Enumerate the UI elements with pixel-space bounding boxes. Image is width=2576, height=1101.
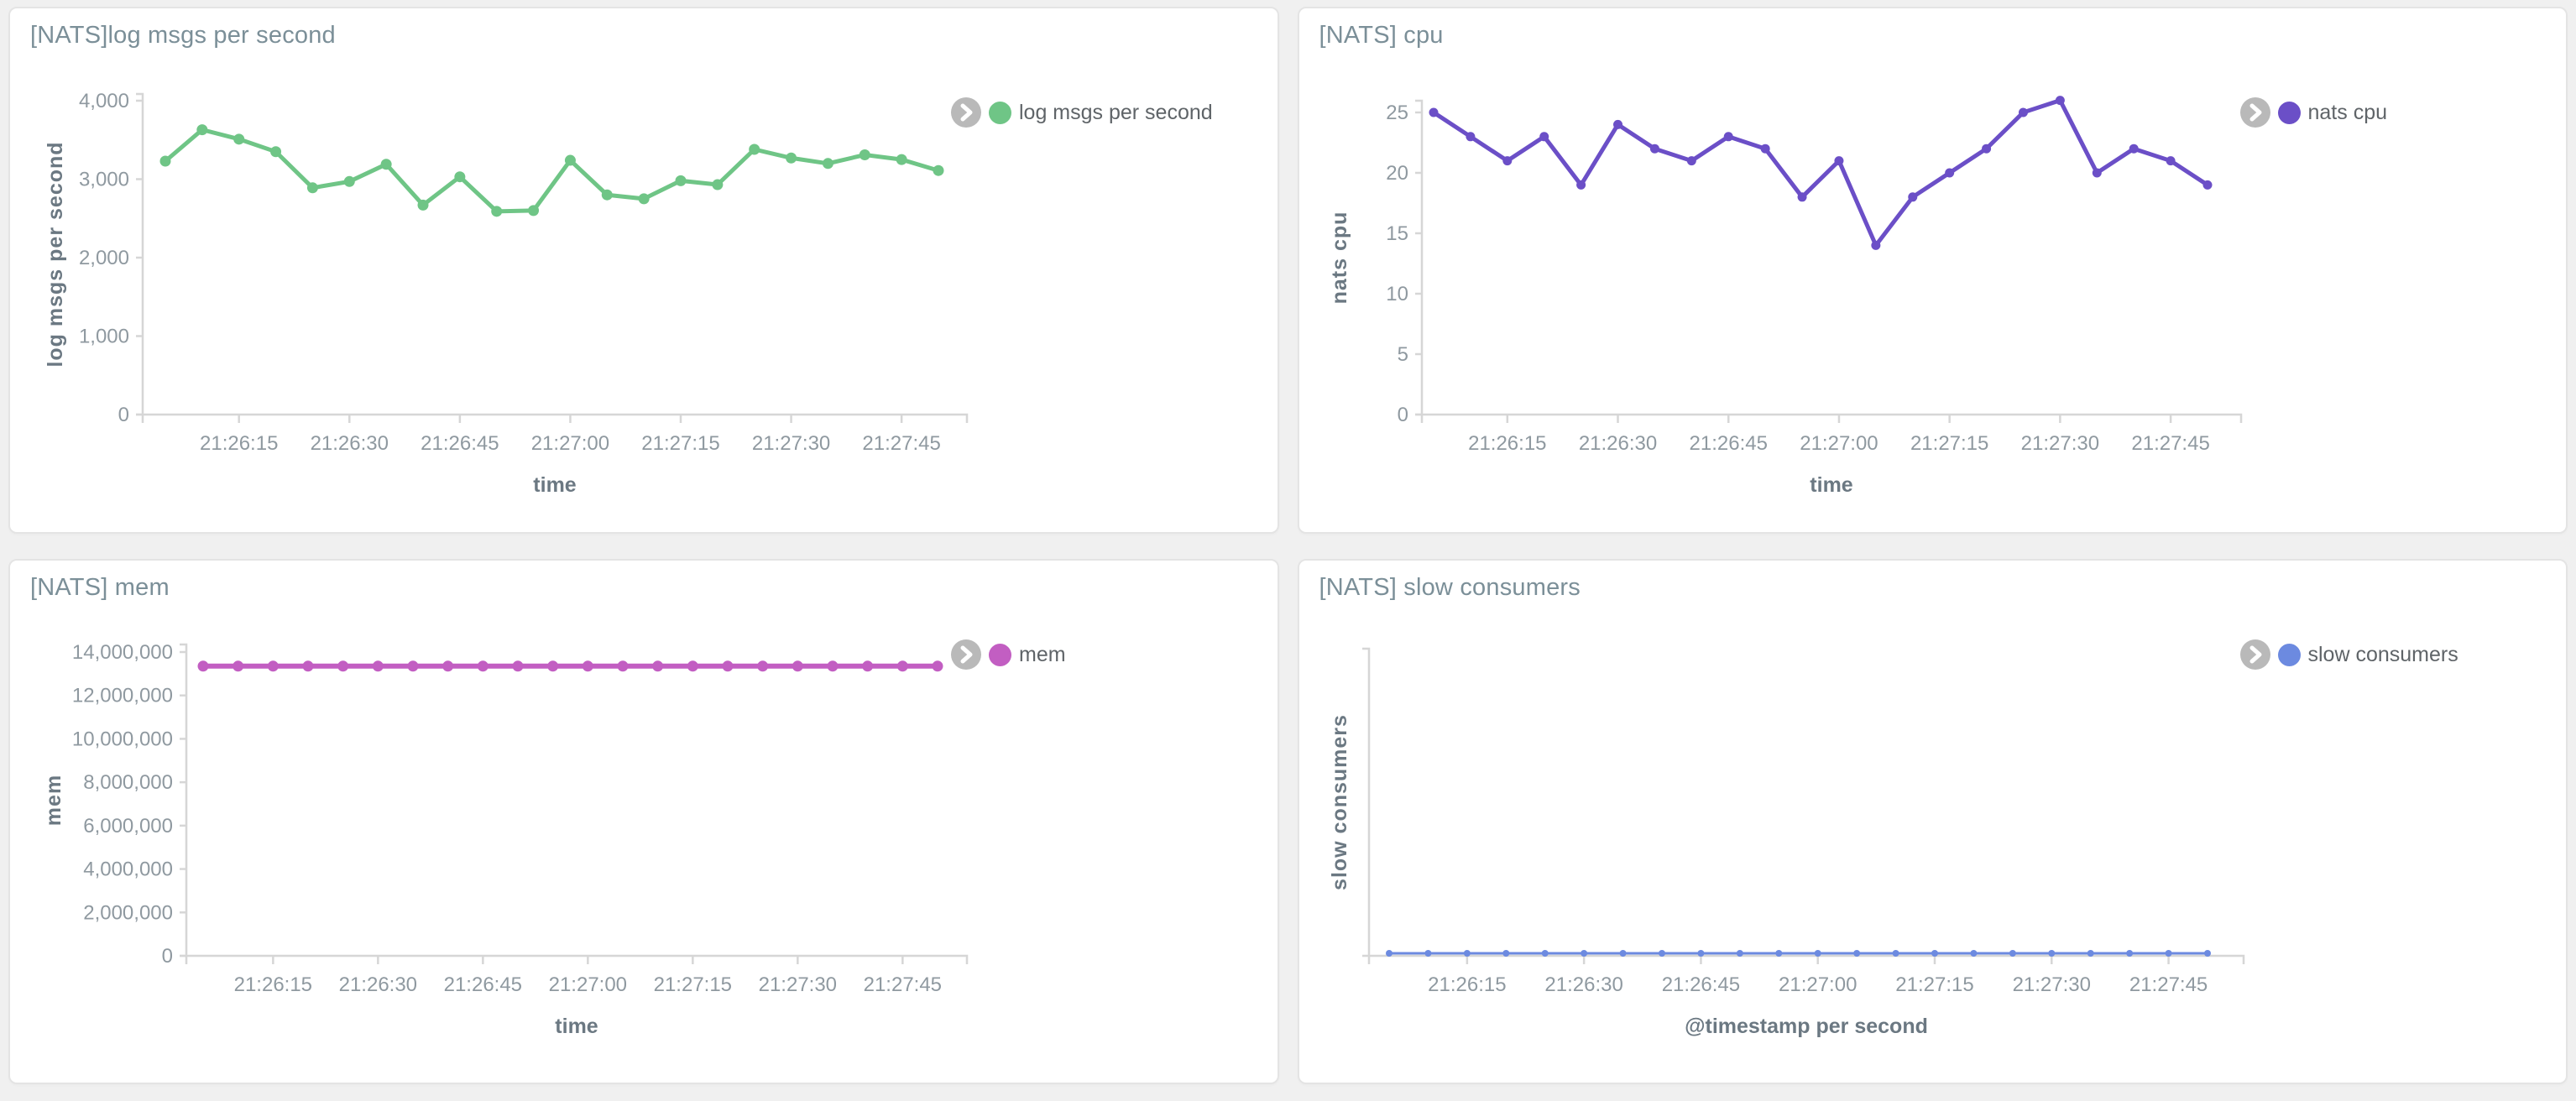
svg-text:21:27:00: 21:27:00: [531, 432, 609, 455]
svg-text:21:26:30: 21:26:30: [1544, 973, 1622, 996]
svg-text:21:26:45: 21:26:45: [421, 432, 499, 455]
svg-text:0: 0: [118, 404, 129, 426]
svg-text:15: 15: [1386, 222, 1408, 245]
legend: nats cpu: [2239, 97, 2388, 128]
svg-text:2,000: 2,000: [79, 247, 129, 269]
svg-text:nats cpu: nats cpu: [1328, 211, 1351, 305]
svg-text:log msgs per second: log msgs per second: [44, 141, 67, 367]
legend: mem: [951, 639, 1066, 670]
svg-text:time: time: [1810, 473, 1853, 497]
svg-text:2,000,000: 2,000,000: [83, 901, 173, 924]
legend-label[interactable]: mem: [1019, 642, 1066, 666]
svg-text:21:26:30: 21:26:30: [339, 973, 417, 996]
legend: slow consumers: [2239, 639, 2458, 670]
svg-text:6,000,000: 6,000,000: [83, 815, 173, 837]
chevron-right-icon[interactable]: [951, 639, 981, 670]
svg-text:4,000: 4,000: [79, 90, 129, 112]
svg-text:21:26:30: 21:26:30: [311, 432, 389, 455]
svg-text:21:27:00: 21:27:00: [1800, 432, 1878, 455]
svg-text:21:27:45: 21:27:45: [864, 973, 942, 996]
svg-text:10,000,000: 10,000,000: [72, 728, 173, 750]
panel-cpu: [NATS] cpu 25 20 15 10 5 0 21:26:15 21:26:30 21:…: [1297, 7, 2568, 534]
panel-log-msgs-per-second: [NATS]log msgs per second 4,000 3,000 2,00…: [8, 7, 1279, 534]
svg-text:time: time: [555, 1015, 598, 1038]
svg-text:21:26:15: 21:26:15: [200, 432, 278, 455]
svg-text:21:26:15: 21:26:15: [234, 973, 312, 996]
legend-color-dot: [2277, 643, 2301, 666]
svg-text:21:26:45: 21:26:45: [1689, 432, 1767, 455]
svg-text:mem: mem: [42, 775, 65, 826]
svg-text:@timestamp per second: @timestamp per second: [1685, 1015, 1928, 1038]
svg-text:21:26:45: 21:26:45: [1661, 973, 1739, 996]
panel-title: [NATS] cpu: [1319, 22, 1444, 49]
panel-slow-consumers: [NATS] slow consumers 21:26:15 21:26:30 21…: [1297, 559, 2568, 1084]
legend: log msgs per second: [951, 97, 1213, 128]
svg-text:21:27:15: 21:27:15: [654, 973, 732, 996]
svg-text:12,000,000: 12,000,000: [72, 685, 173, 707]
legend-color-dot: [989, 101, 1011, 124]
dashboard-grid: [NATS]log msgs per second 4,000 3,000 2,00…: [8, 7, 2568, 1084]
chevron-right-icon[interactable]: [2239, 639, 2270, 670]
svg-text:21:27:45: 21:27:45: [862, 432, 940, 455]
svg-text:1,000: 1,000: [79, 326, 129, 348]
svg-text:21:27:15: 21:27:15: [641, 432, 719, 455]
svg-text:21:26:15: 21:26:15: [1428, 973, 1506, 996]
panel-title: [NATS] mem: [30, 574, 170, 601]
svg-text:21:26:45: 21:26:45: [444, 973, 522, 996]
line-chart-mem[interactable]: 14,000,000 12,000,000 10,000,000 8,000,000 6…: [10, 561, 1278, 1083]
legend-label[interactable]: log msgs per second: [1019, 100, 1213, 124]
svg-text:20: 20: [1386, 162, 1408, 185]
svg-text:time: time: [533, 473, 577, 497]
svg-text:5: 5: [1397, 343, 1408, 366]
svg-text:21:27:30: 21:27:30: [2012, 973, 2090, 996]
svg-text:21:27:00: 21:27:00: [1779, 973, 1857, 996]
chevron-right-icon[interactable]: [951, 97, 981, 128]
chevron-right-icon[interactable]: [2239, 97, 2270, 128]
svg-text:25: 25: [1386, 102, 1408, 124]
panel-title: [NATS]log msgs per second: [30, 22, 336, 49]
legend-color-dot: [2277, 101, 2301, 124]
svg-text:slow consumers: slow consumers: [1328, 714, 1351, 890]
svg-text:0: 0: [162, 945, 173, 968]
svg-text:14,000,000: 14,000,000: [72, 641, 173, 664]
line-chart-log-msgs[interactable]: 4,000 3,000 2,000 1,000 0 21:26:15 21:26:30 21:…: [10, 8, 1278, 532]
line-chart-slow-consumers[interactable]: 21:26:15 21:26:30 21:26:45 21:27:00 21:27:15…: [1299, 561, 2567, 1083]
svg-text:21:27:15: 21:27:15: [1895, 973, 1973, 996]
svg-text:8,000,000: 8,000,000: [83, 771, 173, 794]
svg-text:21:27:45: 21:27:45: [2129, 973, 2207, 996]
svg-text:21:26:15: 21:26:15: [1468, 432, 1546, 455]
panel-mem: [NATS] mem 14,000,000 12,000,000 10,000,00…: [8, 559, 1279, 1084]
legend-color-dot: [989, 643, 1011, 666]
svg-text:21:27:30: 21:27:30: [759, 973, 837, 996]
panel-title: [NATS] slow consumers: [1319, 574, 1581, 601]
svg-text:21:27:45: 21:27:45: [2131, 432, 2209, 455]
svg-text:3,000: 3,000: [79, 169, 129, 191]
svg-text:21:27:30: 21:27:30: [2020, 432, 2098, 455]
svg-text:21:27:00: 21:27:00: [549, 973, 627, 996]
svg-text:10: 10: [1386, 283, 1408, 305]
svg-text:0: 0: [1397, 404, 1408, 426]
svg-text:21:27:15: 21:27:15: [1910, 432, 1988, 455]
svg-text:21:27:30: 21:27:30: [752, 432, 830, 455]
line-chart-nats-cpu[interactable]: 25 20 15 10 5 0 21:26:15 21:26:30 21:26:45 21:27:…: [1299, 8, 2567, 532]
svg-text:21:26:30: 21:26:30: [1578, 432, 1656, 455]
svg-text:4,000,000: 4,000,000: [83, 858, 173, 881]
legend-label[interactable]: nats cpu: [2307, 100, 2388, 124]
legend-label[interactable]: slow consumers: [2307, 642, 2458, 666]
